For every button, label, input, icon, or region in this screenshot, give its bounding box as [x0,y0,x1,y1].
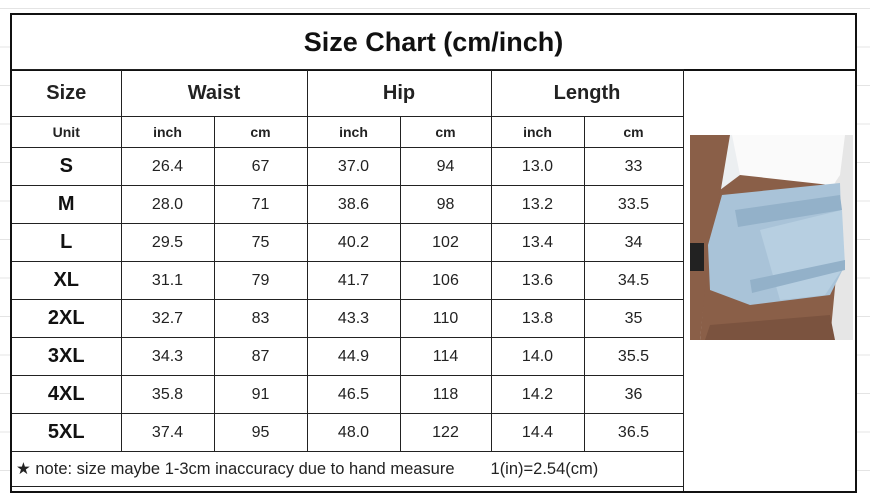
header-size: Size [12,69,122,117]
cell-length-inch: 14.2 [490,375,585,414]
table-row: 3XL 34.3 87 44.9 114 14.0 35.5 [12,337,684,376]
cell-waist-inch: 26.4 [120,147,215,186]
cell-length-inch: 13.0 [490,147,585,186]
table-row: XL 31.1 79 41.7 106 13.6 34.5 [12,261,684,300]
size-chart: Size Chart (cm/inch) Size Waist Hip Leng… [10,13,857,493]
cell-length-cm: 33 [583,147,684,186]
cell-hip-cm: 98 [399,185,492,224]
unit-hip-cm: cm [399,116,492,148]
cell-waist-inch: 28.0 [120,185,215,224]
note-row: ★ note: size maybe 1-3cm inaccuracy due … [12,451,684,487]
cell-hip-cm: 122 [399,413,492,452]
cell-waist-inch: 35.8 [120,375,215,414]
size-table: Size Waist Hip Length Unit inch cm inch … [12,69,684,487]
cell-waist-cm: 79 [213,261,308,300]
cell-waist-inch: 31.1 [120,261,215,300]
cell-waist-inch: 29.5 [120,223,215,262]
table-row: S 26.4 67 37.0 94 13.0 33 [12,147,684,186]
cell-hip-inch: 38.6 [306,185,401,224]
table-row: L 29.5 75 40.2 102 13.4 34 [12,223,684,262]
table-row: 5XL 37.4 95 48.0 122 14.4 36.5 [12,413,684,452]
cell-hip-inch: 40.2 [306,223,401,262]
cell-length-cm: 36 [583,375,684,414]
cell-size: 3XL [12,337,122,376]
cell-length-cm: 35 [583,299,684,338]
chart-title: Size Chart (cm/inch) [12,15,855,71]
cell-waist-cm: 71 [213,185,308,224]
header-length: Length [490,69,684,117]
header-waist: Waist [120,69,308,117]
cell-hip-cm: 102 [399,223,492,262]
cell-size: 4XL [12,375,122,414]
product-photo-denim-skort [690,135,853,340]
cell-hip-inch: 41.7 [306,261,401,300]
table-row: 4XL 35.8 91 46.5 118 14.2 36 [12,375,684,414]
cell-length-cm: 34 [583,223,684,262]
cell-waist-inch: 34.3 [120,337,215,376]
cell-hip-cm: 118 [399,375,492,414]
cell-hip-cm: 110 [399,299,492,338]
conversion-text: 1(in)=2.54(cm) [490,460,599,478]
header-row: Size Waist Hip Length [12,69,684,117]
cell-length-inch: 13.8 [490,299,585,338]
cell-length-inch: 14.4 [490,413,585,452]
header-hip: Hip [306,69,492,117]
note-text: ★ note: size maybe 1-3cm inaccuracy due … [16,460,455,478]
cell-size: XL [12,261,122,300]
cell-hip-cm: 94 [399,147,492,186]
cell-waist-cm: 67 [213,147,308,186]
cell-waist-inch: 37.4 [120,413,215,452]
cell-length-inch: 14.0 [490,337,585,376]
cell-waist-cm: 91 [213,375,308,414]
cell-size: 5XL [12,413,122,452]
cell-waist-cm: 87 [213,337,308,376]
unit-length-cm: cm [583,116,684,148]
cell-size: L [12,223,122,262]
cell-hip-inch: 44.9 [306,337,401,376]
cell-waist-cm: 75 [213,223,308,262]
product-image-cell [683,69,856,491]
unit-row: Unit inch cm inch cm inch cm [12,116,684,148]
unit-hip-inch: inch [306,116,401,148]
unit-length-inch: inch [490,116,585,148]
cell-hip-inch: 46.5 [306,375,401,414]
cell-length-cm: 35.5 [583,337,684,376]
cell-size: M [12,185,122,224]
cell-waist-inch: 32.7 [120,299,215,338]
cell-hip-inch: 48.0 [306,413,401,452]
unit-waist-inch: inch [120,116,215,148]
cell-hip-cm: 114 [399,337,492,376]
cell-size: 2XL [12,299,122,338]
cell-waist-cm: 83 [213,299,308,338]
cell-length-inch: 13.2 [490,185,585,224]
cell-hip-cm: 106 [399,261,492,300]
cell-hip-inch: 43.3 [306,299,401,338]
cell-waist-cm: 95 [213,413,308,452]
cell-hip-inch: 37.0 [306,147,401,186]
cell-length-cm: 34.5 [583,261,684,300]
unit-label: Unit [12,116,122,148]
table-row: 2XL 32.7 83 43.3 110 13.8 35 [12,299,684,338]
cell-length-cm: 36.5 [583,413,684,452]
cell-length-inch: 13.4 [490,223,585,262]
table-row: M 28.0 71 38.6 98 13.2 33.5 [12,185,684,224]
cell-size: S [12,147,122,186]
cell-length-cm: 33.5 [583,185,684,224]
unit-waist-cm: cm [213,116,308,148]
cell-length-inch: 13.6 [490,261,585,300]
